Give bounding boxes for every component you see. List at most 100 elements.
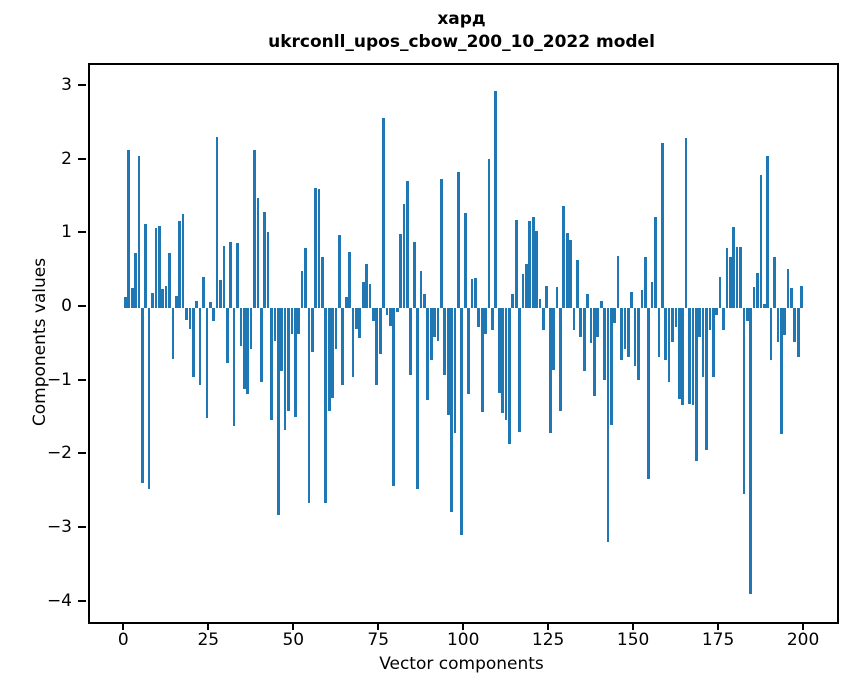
bar <box>637 308 640 381</box>
bar <box>694 308 698 461</box>
bar <box>161 288 165 309</box>
bar <box>168 252 171 309</box>
bar <box>521 273 525 309</box>
y-tick-mark <box>78 305 86 308</box>
bar <box>412 241 416 309</box>
bar <box>426 308 430 401</box>
bar <box>463 213 467 309</box>
bar <box>361 282 365 309</box>
bar <box>592 308 596 396</box>
bar <box>708 308 712 331</box>
bar <box>372 308 375 321</box>
bar <box>378 308 382 354</box>
bar <box>174 295 178 309</box>
bar <box>745 308 749 321</box>
bar <box>613 308 617 323</box>
bar <box>293 308 297 418</box>
bar <box>545 286 549 309</box>
bar <box>776 308 780 343</box>
bar <box>497 308 501 393</box>
y-tick-mark <box>78 378 86 381</box>
bar <box>208 302 212 309</box>
bar <box>280 308 284 371</box>
bar <box>290 308 294 334</box>
bar <box>419 270 423 309</box>
x-tick-label: 50 <box>282 630 305 650</box>
x-tick-label: 150 <box>616 630 650 650</box>
bar <box>664 308 668 360</box>
bar <box>375 308 379 386</box>
bar <box>511 294 515 309</box>
bar <box>589 308 593 344</box>
bar <box>657 308 661 357</box>
bar <box>552 308 555 370</box>
bar <box>667 308 671 382</box>
bar <box>270 308 273 421</box>
bar <box>181 213 185 309</box>
bar <box>212 308 216 321</box>
bar <box>698 308 702 337</box>
x-tick-label: 0 <box>117 630 129 650</box>
bar <box>331 308 334 398</box>
bar <box>321 256 324 309</box>
bar <box>643 257 647 309</box>
y-tick-mark <box>78 599 86 602</box>
bar <box>433 308 436 337</box>
bar <box>569 239 572 309</box>
bar <box>531 216 535 309</box>
bar <box>202 277 205 309</box>
bar <box>640 290 644 309</box>
bar <box>276 308 280 516</box>
bar <box>759 174 763 309</box>
bar <box>188 308 192 330</box>
bar <box>266 231 270 309</box>
y-tick-label: −1 <box>46 369 72 390</box>
bar <box>467 308 470 394</box>
bar <box>796 308 800 358</box>
y-axis-label: Components values <box>30 257 50 427</box>
bar <box>572 308 576 331</box>
bar <box>528 221 532 309</box>
x-tick-label: 100 <box>446 630 480 650</box>
bar <box>735 246 739 309</box>
bar <box>558 308 562 411</box>
bar <box>480 308 484 412</box>
bar <box>647 308 651 480</box>
chart-title: хард ukrconll_upos_cbow_200_10_2022 mode… <box>88 8 835 54</box>
bar <box>229 241 233 309</box>
bar <box>606 308 610 542</box>
x-tick-mark <box>377 622 380 630</box>
bar <box>440 179 443 309</box>
bar <box>253 149 256 309</box>
bar <box>205 308 209 418</box>
bar <box>256 197 260 309</box>
bar <box>630 291 634 309</box>
y-tick-label: 2 <box>61 148 72 169</box>
bar <box>147 308 151 489</box>
bar <box>470 278 474 309</box>
bar <box>457 171 460 309</box>
bar <box>429 308 433 361</box>
bar <box>171 308 175 359</box>
bar <box>800 286 803 309</box>
bar <box>225 308 229 363</box>
plot-area <box>88 63 839 624</box>
bar <box>273 308 277 342</box>
y-tick-mark <box>78 157 86 160</box>
bar <box>474 277 477 309</box>
bar <box>626 308 630 358</box>
bar <box>477 308 481 327</box>
bar <box>123 297 127 309</box>
x-tick-label: 175 <box>701 630 735 650</box>
bar <box>358 308 362 339</box>
bar <box>246 308 250 395</box>
bar <box>674 308 678 328</box>
bar <box>684 137 688 309</box>
x-tick-mark <box>462 622 465 630</box>
x-tick-mark <box>292 622 295 630</box>
x-tick-label: 200 <box>786 630 820 650</box>
bar <box>324 308 328 504</box>
bar <box>671 308 674 343</box>
y-tick-label: 1 <box>61 222 72 243</box>
